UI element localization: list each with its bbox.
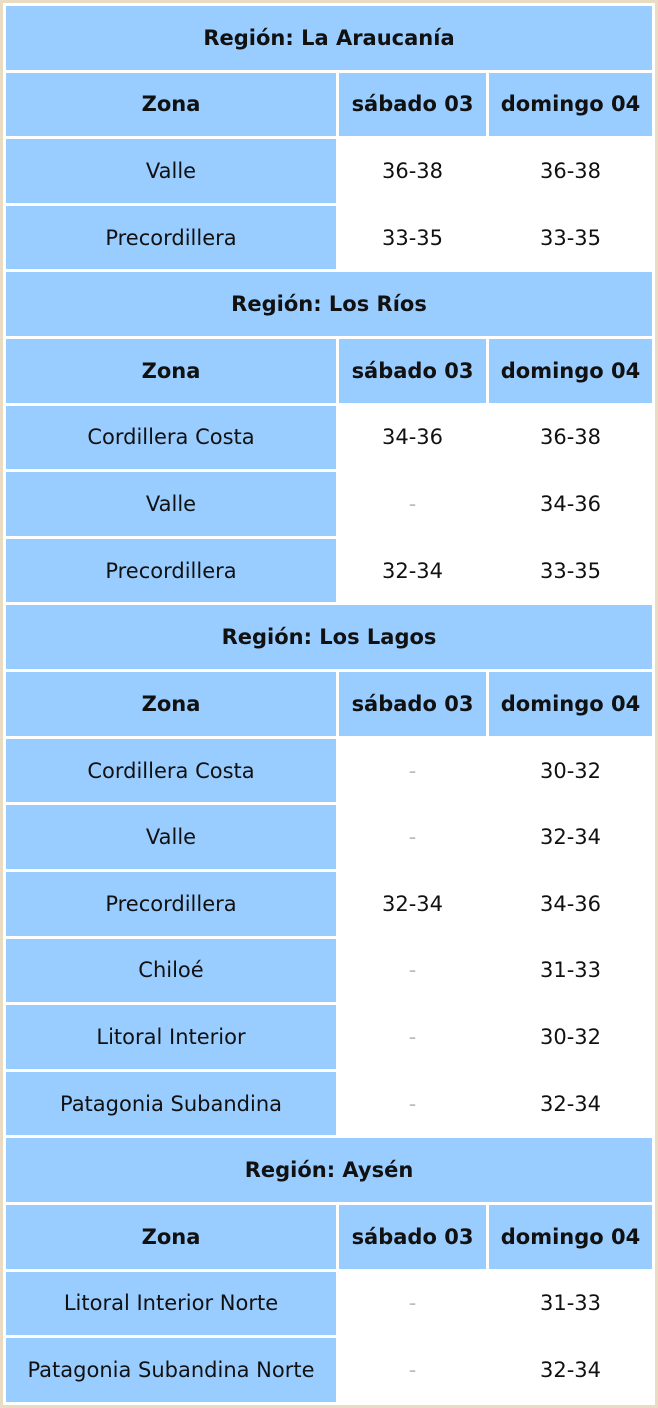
zone-name: Precordillera	[6, 538, 336, 603]
zone-name: Precordillera	[6, 205, 336, 270]
temperature-range: -	[339, 1005, 486, 1069]
row: Patagonia Subandina -32-34	[6, 1071, 652, 1136]
temperature-range: 34-36	[489, 871, 652, 936]
row: Chiloé -31-33	[6, 938, 652, 1003]
column-header: Zona	[6, 72, 336, 137]
temperature-range: 34-36	[489, 472, 652, 536]
column-header: sábado 03	[339, 72, 486, 137]
row: Región: Los Lagos	[6, 605, 652, 670]
temperature-range: -	[339, 472, 486, 536]
row: Valle -32-34	[6, 805, 652, 869]
zone-name: Litoral Interior Norte	[6, 1271, 336, 1336]
zone-name: Patagonia Subandina	[6, 1071, 336, 1136]
region-title: Región: Aysén	[6, 1138, 652, 1202]
row: Valle -34-36	[6, 472, 652, 536]
temperature-range: 31-33	[489, 938, 652, 1003]
zone-name: Valle	[6, 139, 336, 203]
row: Valle 36-38 36-38	[6, 139, 652, 203]
column-header: domingo 04	[489, 72, 652, 137]
row: Zona sábado 03 domingo 04	[6, 672, 652, 736]
row: Patagonia Subandina Norte -32-34	[6, 1338, 652, 1402]
temperature-range: 36-38	[339, 139, 486, 203]
column-header: Zona	[6, 339, 336, 403]
zone-name: Litoral Interior	[6, 1005, 336, 1069]
temperature-range: -	[339, 1271, 486, 1336]
temperature-range: 36-38	[489, 405, 652, 470]
region-title: Región: Los Lagos	[6, 605, 652, 670]
temperature-range: 32-34	[489, 1338, 652, 1402]
row: Zona sábado 03 domingo 04	[6, 339, 652, 403]
row: Cordillera Costa -30-32	[6, 738, 652, 803]
temperature-range: -	[339, 938, 486, 1003]
row: Litoral Interior Norte -31-33	[6, 1271, 652, 1336]
column-header: domingo 04	[489, 1204, 652, 1269]
row: Litoral Interior -30-32	[6, 1005, 652, 1069]
region-title: Región: Los Ríos	[6, 272, 652, 337]
row: Región: Los Ríos	[6, 272, 652, 337]
region-title: Región: La Araucanía	[6, 6, 652, 70]
temperature-range: 36-38	[489, 139, 652, 203]
zone-name: Cordillera Costa	[6, 738, 336, 803]
temperature-range: -	[339, 1071, 486, 1136]
temperature-range: 33-35	[489, 205, 652, 270]
temperature-range: -	[339, 738, 486, 803]
temperature-range: 32-34	[339, 538, 486, 603]
row: Región: La Araucanía	[6, 6, 652, 70]
zone-name: Cordillera Costa	[6, 405, 336, 470]
column-header: Zona	[6, 672, 336, 736]
temperature-range: 32-34	[489, 1071, 652, 1136]
temperature-range: 31-33	[489, 1271, 652, 1336]
forecast-table: Región: La Araucanía Zona sábado 03 domingo…	[3, 3, 655, 1405]
column-header: domingo 04	[489, 339, 652, 403]
temperature-range: 33-35	[339, 205, 486, 270]
column-header: Zona	[6, 1204, 336, 1269]
temperature-range: 33-35	[489, 538, 652, 603]
temperature-range: 32-34	[339, 871, 486, 936]
temperature-range: 32-34	[489, 805, 652, 869]
temperature-range: -	[339, 1338, 486, 1402]
column-header: sábado 03	[339, 1204, 486, 1269]
zone-name: Valle	[6, 805, 336, 869]
column-header: sábado 03	[339, 672, 486, 736]
temperature-range: 30-32	[489, 738, 652, 803]
row: Precordillera 32-34 33-35	[6, 538, 652, 603]
column-header: domingo 04	[489, 672, 652, 736]
temperature-range: 34-36	[339, 405, 486, 470]
zone-name: Patagonia Subandina Norte	[6, 1338, 336, 1402]
row: Cordillera Costa 34-36 36-38	[6, 405, 652, 470]
row: Región: Aysén	[6, 1138, 652, 1202]
zone-name: Precordillera	[6, 871, 336, 936]
row: Precordillera 33-35 33-35	[6, 205, 652, 270]
zone-name: Valle	[6, 472, 336, 536]
row: Zona sábado 03 domingo 04	[6, 72, 652, 137]
row: Zona sábado 03 domingo 04	[6, 1204, 652, 1269]
row: Precordillera 32-34 34-36	[6, 871, 652, 936]
column-header: sábado 03	[339, 339, 486, 403]
temperature-range: 30-32	[489, 1005, 652, 1069]
zone-name: Chiloé	[6, 938, 336, 1003]
temperature-range: -	[339, 805, 486, 869]
